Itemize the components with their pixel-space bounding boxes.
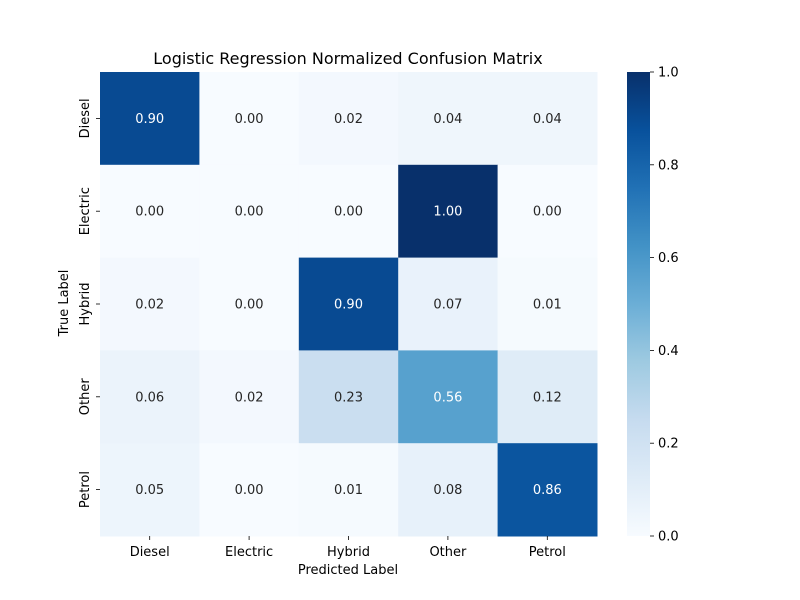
colorbar-tick-label: 0.6	[658, 251, 679, 266]
heatmap-cell	[497, 164, 598, 259]
heatmap-cell	[398, 257, 499, 351]
heatmap-cell	[497, 72, 598, 166]
cell-value-label: 0.01	[533, 298, 562, 313]
cell-value-label: 0.12	[533, 390, 562, 405]
cell-value-label: 0.00	[235, 298, 264, 313]
heatmap-cell	[398, 164, 499, 259]
colorbar-tick-label: 1.0	[658, 66, 679, 81]
cell-value-label: 0.00	[135, 205, 164, 220]
x-tick-label: Electric	[225, 545, 273, 560]
chart-title: Logistic Regression Normalized Confusion…	[153, 49, 542, 68]
heatmap-cell	[100, 350, 200, 444]
cell-value-label: 0.04	[433, 112, 462, 127]
cell-value-label: 0.86	[533, 483, 562, 498]
cell-value-label: 0.07	[433, 298, 462, 313]
colorbar-tick-label: 0.2	[658, 437, 679, 452]
y-axis-ticks: Diesel Electric Hybrid Other Petrol	[78, 98, 100, 508]
cell-value-label: 0.01	[334, 483, 363, 498]
heatmap-cell	[298, 350, 399, 444]
cell-value-label: 0.02	[235, 390, 264, 405]
heatmap-cell	[199, 350, 300, 444]
y-tick-label: Petrol	[78, 471, 93, 508]
heatmap-cell	[398, 72, 499, 166]
cell-value-label: 1.00	[433, 205, 462, 220]
cell-value-label: 0.00	[533, 205, 562, 220]
x-tick-label: Hybrid	[327, 545, 370, 560]
y-tick-label: Other	[78, 378, 93, 416]
y-axis-label: True Label	[57, 270, 72, 338]
cell-value-label: 0.90	[334, 298, 363, 313]
y-tick-label: Hybrid	[78, 283, 93, 326]
cell-value-label: 0.00	[235, 483, 264, 498]
heatmap-cell	[199, 72, 300, 166]
colorbar-gradient	[627, 72, 650, 536]
colorbar-tick-label: 0.4	[658, 344, 679, 359]
heatmap-cell	[100, 72, 200, 166]
cell-value-label: 0.00	[235, 205, 264, 220]
heatmap-cell	[497, 350, 598, 444]
heatmap-cell	[199, 257, 300, 351]
cell-value-label: 0.04	[533, 112, 562, 127]
cell-value-label: 0.06	[135, 390, 164, 405]
cell-value-label: 0.00	[235, 112, 264, 127]
heatmap-cell	[298, 164, 399, 259]
heatmap-cell	[298, 257, 399, 351]
x-axis-ticks: Diesel Electric Hybrid Other Petrol	[130, 536, 566, 560]
heatmap-cell	[497, 443, 598, 537]
heatmap-cell	[100, 257, 200, 351]
heatmap-cell	[298, 443, 399, 537]
heatmap-cell	[199, 443, 300, 537]
x-tick-label: Petrol	[529, 545, 566, 560]
y-tick-label: Electric	[78, 187, 93, 235]
y-tick-label: Diesel	[78, 98, 93, 138]
colorbar: 0.0 0.2 0.4 0.6 0.8 1.0	[627, 66, 679, 545]
cell-value-label: 0.90	[135, 112, 164, 127]
cell-value-label: 0.05	[135, 483, 164, 498]
heatmap-cell	[298, 72, 399, 166]
heatmap-cell	[497, 257, 598, 351]
x-axis-label: Predicted Label	[298, 563, 398, 578]
cell-value-label: 0.00	[334, 205, 363, 220]
heatmap-cells: 0.90 0.00 0.02 0.04 0.04 0.00 0.00 0.00 1.00 0.00…	[100, 72, 598, 537]
heatmap-cell	[100, 443, 200, 537]
cell-value-label: 0.02	[334, 112, 363, 127]
cell-value-label: 0.02	[135, 298, 164, 313]
colorbar-tick-label: 0.0	[658, 530, 679, 545]
heatmap-cell	[398, 443, 499, 537]
x-tick-label: Diesel	[130, 545, 170, 560]
cell-value-label: 0.08	[433, 483, 462, 498]
colorbar-tick-label: 0.8	[658, 158, 679, 173]
heatmap-cell	[199, 164, 300, 259]
heatmap-cell	[100, 164, 200, 259]
cell-value-label: 0.56	[433, 390, 462, 405]
cell-value-label: 0.23	[334, 390, 363, 405]
x-tick-label: Other	[429, 545, 467, 560]
heatmap-cell	[398, 350, 499, 444]
